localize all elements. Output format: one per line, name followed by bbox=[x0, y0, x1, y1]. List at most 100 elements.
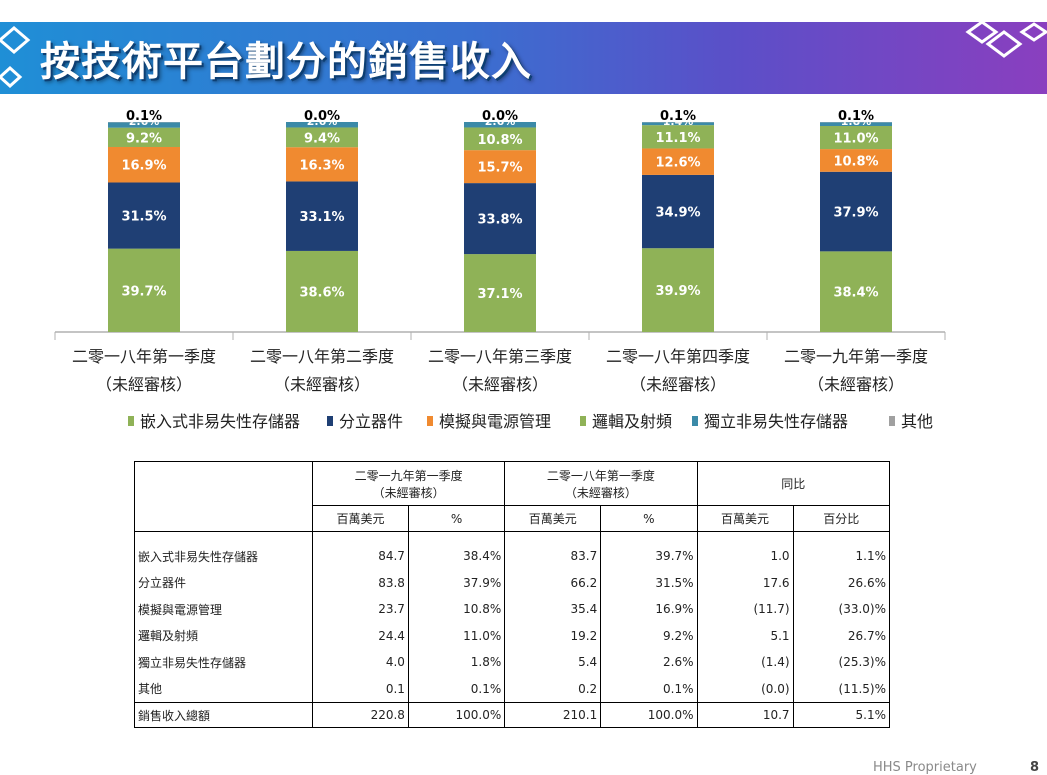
row-label: 嵌入式非易失性存儲器 bbox=[135, 543, 313, 570]
table-row: 分立器件 83.8 37.9% 66.2 31.5% 17.6 26.6% bbox=[135, 570, 890, 597]
table-cell: 23.7 bbox=[312, 596, 408, 623]
table-cell: 1.8% bbox=[408, 649, 504, 676]
data-label-analog: 15.7% bbox=[477, 161, 522, 176]
table-cell: (33.0)% bbox=[793, 596, 889, 623]
legend-swatch-analog bbox=[427, 416, 433, 426]
category-label: 二零一九年第一季度 bbox=[784, 347, 928, 366]
group-header-q1-2018: 二零一八年第一季度 （未經審核） bbox=[505, 462, 697, 506]
table-row: 邏輯及射頻 24.4 11.0% 19.2 9.2% 5.1 26.7% bbox=[135, 623, 890, 650]
category-sublabel: （未經審核） bbox=[452, 375, 548, 394]
legend-swatch-embedded bbox=[128, 416, 134, 426]
subheader-cell: 百萬美元 bbox=[312, 506, 408, 532]
total-cell: 100.0% bbox=[408, 703, 504, 728]
table-cell: 84.7 bbox=[312, 543, 408, 570]
category-label: 二零一八年第一季度 bbox=[72, 347, 216, 366]
total-label: 銷售收入總額 bbox=[135, 703, 313, 728]
table-cell: 24.4 bbox=[312, 623, 408, 650]
legend-label-embedded: 嵌入式非易失性存儲器 bbox=[140, 412, 300, 431]
total-cell: 210.1 bbox=[505, 703, 601, 728]
table-header-row: 二零一九年第一季度 （未經審核） 二零一八年第一季度 （未經審核） 同比 bbox=[135, 462, 890, 506]
table-cell: 19.2 bbox=[505, 623, 601, 650]
legend-swatch-standalone bbox=[692, 416, 698, 426]
total-cell: 5.1% bbox=[793, 703, 889, 728]
row-label: 其他 bbox=[135, 676, 313, 703]
legend-label-logic: 邏輯及射頻 bbox=[592, 412, 672, 431]
table-total-row: 銷售收入總額 220.8 100.0% 210.1 100.0% 10.7 5.… bbox=[135, 703, 890, 728]
data-label-other: 0.1% bbox=[838, 109, 874, 124]
table-cell: 5.4 bbox=[505, 649, 601, 676]
category-sublabel: （未經審核） bbox=[630, 375, 726, 394]
group-header-label: 同比 bbox=[701, 475, 886, 492]
data-label-discrete: 33.1% bbox=[299, 210, 344, 225]
table-cell: 31.5% bbox=[601, 570, 697, 597]
table-cell: 83.8 bbox=[312, 570, 408, 597]
table-gap-row bbox=[135, 532, 890, 544]
table-cell: (25.3)% bbox=[793, 649, 889, 676]
table-cell: (11.5)% bbox=[793, 676, 889, 703]
stacked-bar-chart: 39.7%31.5%16.9%9.2%2.6%0.1%二零一八年第一季度（未經審… bbox=[0, 95, 1047, 445]
legend-label-standalone: 獨立非易失性存儲器 bbox=[704, 412, 848, 431]
table-cell: 16.9% bbox=[601, 596, 697, 623]
data-label-other: 0.1% bbox=[126, 109, 162, 124]
table-corner-cell bbox=[135, 462, 313, 532]
data-label-analog: 12.6% bbox=[655, 156, 700, 171]
diamond-decoration-left-icon bbox=[0, 22, 40, 94]
table-cell: 35.4 bbox=[505, 596, 601, 623]
total-cell: 10.7 bbox=[697, 703, 793, 728]
table-cell: 0.1% bbox=[601, 676, 697, 703]
sales-table: 二零一九年第一季度 （未經審核） 二零一八年第一季度 （未經審核） 同比 百萬美… bbox=[134, 461, 890, 728]
category-label: 二零一八年第四季度 bbox=[606, 347, 750, 366]
table-row: 獨立非易失性存儲器 4.0 1.8% 5.4 2.6% (1.4) (25.3)… bbox=[135, 649, 890, 676]
data-label-embedded: 39.7% bbox=[121, 284, 166, 299]
data-label-embedded: 38.4% bbox=[833, 286, 878, 301]
diamond-decoration-right-icon bbox=[960, 22, 1047, 94]
table-cell: 10.8% bbox=[408, 596, 504, 623]
table-cell: 26.7% bbox=[793, 623, 889, 650]
group-header-label: 二零一九年第一季度 bbox=[316, 467, 501, 484]
group-header-sublabel: （未經審核） bbox=[316, 484, 501, 501]
data-label-embedded: 39.9% bbox=[655, 284, 700, 299]
group-header-label: 二零一八年第一季度 bbox=[508, 467, 693, 484]
table-row: 嵌入式非易失性存儲器 84.7 38.4% 83.7 39.7% 1.0 1.1… bbox=[135, 543, 890, 570]
table-cell: 0.2 bbox=[505, 676, 601, 703]
table-cell: 4.0 bbox=[312, 649, 408, 676]
data-label-discrete: 34.9% bbox=[655, 206, 700, 221]
table-cell: 37.9% bbox=[408, 570, 504, 597]
category-sublabel: （未經審核） bbox=[274, 375, 370, 394]
data-label-analog: 10.8% bbox=[833, 154, 878, 169]
table-row: 模擬與電源管理 23.7 10.8% 35.4 16.9% (11.7) (33… bbox=[135, 596, 890, 623]
subheader-cell: % bbox=[408, 506, 504, 532]
data-label-embedded: 38.6% bbox=[299, 285, 344, 300]
table-cell: 0.1 bbox=[312, 676, 408, 703]
data-label-discrete: 37.9% bbox=[833, 206, 878, 221]
subheader-cell: % bbox=[601, 506, 697, 532]
table-cell: 11.0% bbox=[408, 623, 504, 650]
data-label-logic: 9.4% bbox=[304, 131, 340, 146]
category-sublabel: （未經審核） bbox=[808, 375, 904, 394]
table-cell: 39.7% bbox=[601, 543, 697, 570]
table-cell: 26.6% bbox=[793, 570, 889, 597]
subheader-cell: 百分比 bbox=[793, 506, 889, 532]
table-cell: 0.1% bbox=[408, 676, 504, 703]
total-cell: 100.0% bbox=[601, 703, 697, 728]
table-cell: 83.7 bbox=[505, 543, 601, 570]
table-cell: 17.6 bbox=[697, 570, 793, 597]
data-label-embedded: 37.1% bbox=[477, 287, 522, 302]
data-label-analog: 16.9% bbox=[121, 159, 166, 174]
category-sublabel: （未經審核） bbox=[96, 375, 192, 394]
row-label: 分立器件 bbox=[135, 570, 313, 597]
data-label-logic: 9.2% bbox=[126, 131, 162, 146]
data-label-discrete: 31.5% bbox=[121, 210, 166, 225]
page-title: 按技術平台劃分的銷售收入 bbox=[40, 32, 532, 92]
group-header-q1-2019: 二零一九年第一季度 （未經審核） bbox=[312, 462, 504, 506]
table-cell: 1.0 bbox=[697, 543, 793, 570]
legend-swatch-discrete bbox=[327, 416, 333, 426]
table-cell: (0.0) bbox=[697, 676, 793, 703]
table-cell: 2.6% bbox=[601, 649, 697, 676]
table-cell: (11.7) bbox=[697, 596, 793, 623]
legend-label-discrete: 分立器件 bbox=[339, 412, 403, 431]
group-header-sublabel: （未經審核） bbox=[508, 484, 693, 501]
group-header-yoy: 同比 bbox=[697, 462, 889, 506]
legend-label-other: 其他 bbox=[901, 412, 933, 431]
legend-swatch-other bbox=[889, 416, 895, 426]
